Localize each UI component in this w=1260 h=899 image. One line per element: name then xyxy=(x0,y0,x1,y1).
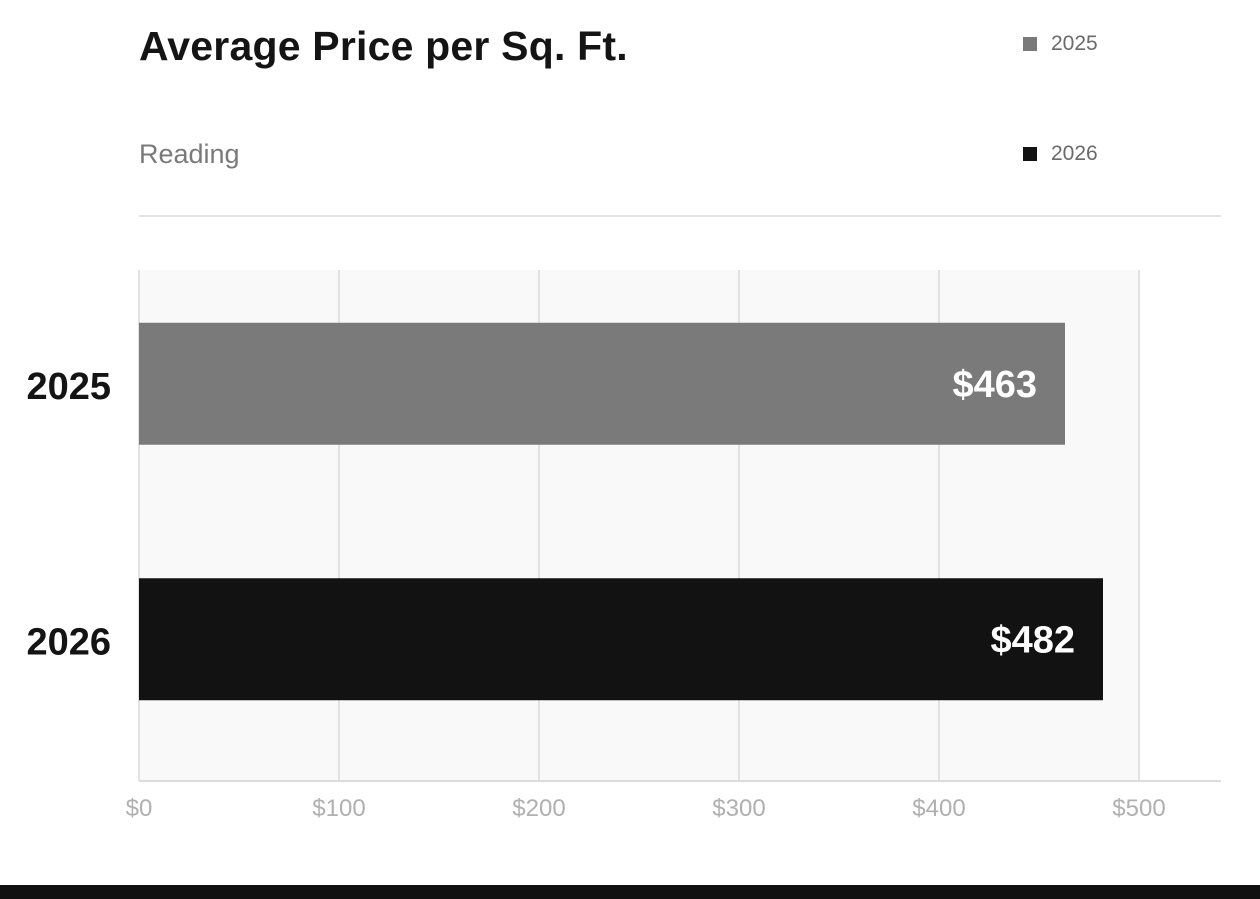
legend-swatch-2026 xyxy=(1023,147,1037,161)
chart-subtitle: Reading xyxy=(139,139,240,169)
category-label-2026: 2026 xyxy=(26,621,111,663)
bar-2026 xyxy=(139,578,1103,701)
legend-item-2025: 2025 xyxy=(1023,30,1098,58)
legend-item-2026: 2026 xyxy=(1023,140,1098,168)
bar-2025 xyxy=(139,322,1065,445)
x-tick-label-5: $500 xyxy=(1112,795,1165,822)
value-label-2026: $482 xyxy=(990,619,1075,661)
footer-bar xyxy=(0,885,1260,899)
x-tick-label-2: $200 xyxy=(512,795,565,822)
x-tick-label-4: $400 xyxy=(912,795,965,822)
x-tick-label-1: $100 xyxy=(312,795,365,822)
value-label-2025: $463 xyxy=(952,364,1037,406)
legend-swatch-2025 xyxy=(1023,37,1037,51)
category-label-2025: 2025 xyxy=(26,366,111,408)
chart-title: Average Price per Sq. Ft. xyxy=(139,23,628,69)
header-divider xyxy=(139,215,1221,217)
x-tick-label-3: $300 xyxy=(712,795,765,822)
legend-label-2025: 2025 xyxy=(1051,32,1098,55)
legend-label-2026: 2026 xyxy=(1051,142,1098,165)
x-tick-label-0: $0 xyxy=(126,795,153,822)
